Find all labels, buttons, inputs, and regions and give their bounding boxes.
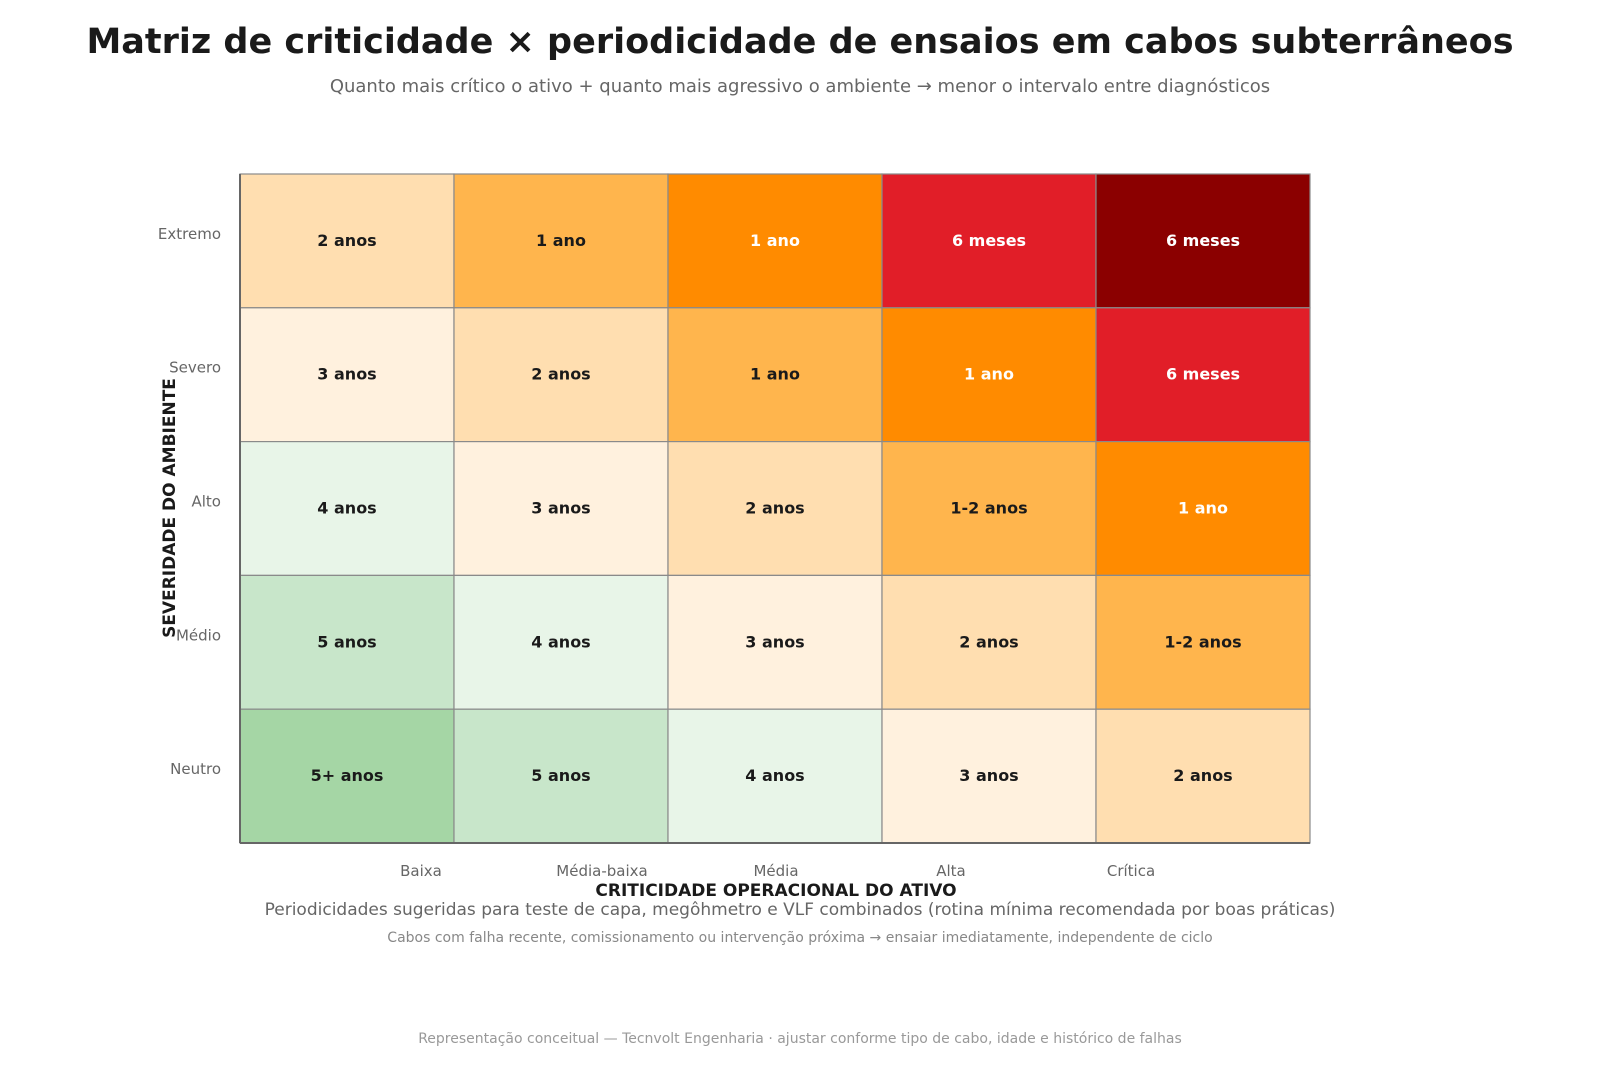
- heatmap-cell-label: 3 anos: [317, 365, 376, 384]
- heatmap-cell-label: 4 anos: [745, 766, 804, 785]
- heatmap-cell-label: 2 anos: [1173, 766, 1232, 785]
- heatmap-cell-label: 6 meses: [1166, 231, 1240, 250]
- heatmap-cell: [453, 708, 669, 844]
- heatmap-cell-label: 1 ano: [1178, 499, 1228, 518]
- heatmap-cell-label: 3 anos: [531, 499, 590, 518]
- x-tick-label: Crítica: [1107, 862, 1155, 880]
- heatmap-cell-label: 4 anos: [531, 632, 590, 651]
- y-tick-label: Neutro: [170, 760, 221, 778]
- y-tick-label: Severo: [169, 359, 221, 377]
- x-tick-label: Alta: [936, 862, 966, 880]
- heatmap-cell: [667, 307, 883, 443]
- heatmap-cell-label: 3 anos: [959, 766, 1018, 785]
- heatmap-cell: [453, 173, 669, 309]
- heatmap-cell: [667, 173, 883, 309]
- heatmap-cell-label: 2 anos: [531, 365, 590, 384]
- heatmap-cell-label: 6 meses: [952, 231, 1026, 250]
- y-tick-label: Médio: [176, 626, 221, 644]
- x-axis-label: CRITICIDADE OPERACIONAL DO ATIVO: [595, 881, 956, 901]
- chart-note-primary: Periodicidades sugeridas para teste de c…: [264, 900, 1336, 920]
- heatmap-cell: [881, 708, 1097, 844]
- heatmap-cell: [239, 173, 455, 309]
- heatmap-cell: [667, 441, 883, 577]
- heatmap-cell: [239, 708, 455, 844]
- heatmap-cell-label: 5+ anos: [311, 766, 384, 785]
- heatmap-cell: [1095, 307, 1311, 443]
- heatmap-cell-label: 4 anos: [317, 499, 376, 518]
- chart-footer: Representação conceitual — Tecnvolt Enge…: [418, 1031, 1182, 1047]
- heatmap-cell: [1095, 574, 1311, 710]
- heatmap-cell: [239, 574, 455, 710]
- heatmap-cell-label: 5 anos: [531, 766, 590, 785]
- heatmap-cell: [1095, 441, 1311, 577]
- heatmap-cell: [881, 441, 1097, 577]
- heatmap-cell-label: 3 anos: [745, 632, 804, 651]
- x-tick-label: Baixa: [400, 862, 442, 880]
- x-tick-label: Média-baixa: [556, 862, 647, 880]
- x-tick-label: Média: [753, 862, 798, 880]
- y-tick-label: Extremo: [158, 225, 221, 243]
- heatmap-cell-label: 2 anos: [959, 632, 1018, 651]
- heatmap-cell-label: 1 ano: [536, 231, 586, 250]
- heatmap-cell: [1095, 173, 1311, 309]
- heatmap-cell: [881, 574, 1097, 710]
- heatmap-cell: [667, 574, 883, 710]
- heatmap-cell-label: 1 ano: [750, 365, 800, 384]
- heatmap-cell-label: 2 anos: [745, 499, 804, 518]
- chart-title: Matriz de criticidade × periodicidade de…: [86, 22, 1514, 62]
- y-tick-label: Alto: [192, 493, 222, 511]
- heatmap-cell-label: 6 meses: [1166, 365, 1240, 384]
- heatmap-cell-label: 2 anos: [317, 231, 376, 250]
- heatmap-cell: [453, 441, 669, 577]
- heatmap-cell-label: 5 anos: [317, 632, 376, 651]
- y-axis-label: SEVERIDADE DO AMBIENTE: [160, 378, 180, 638]
- heatmap-cell: [881, 307, 1097, 443]
- heatmap-cell: [1095, 708, 1311, 844]
- heatmap-cell-label: 1 ano: [964, 365, 1014, 384]
- heatmap-cell-label: 1 ano: [750, 231, 800, 250]
- chart-subtitle: Quanto mais crítico o ativo + quanto mai…: [329, 76, 1271, 97]
- chart-note-secondary: Cabos com falha recente, comissionamento…: [387, 930, 1213, 946]
- heatmap-cell: [881, 173, 1097, 309]
- heatmap-cell-label: 1-2 anos: [1164, 632, 1241, 651]
- heatmap-cell: [453, 574, 669, 710]
- heatmap-cell-label: 1-2 anos: [950, 499, 1027, 518]
